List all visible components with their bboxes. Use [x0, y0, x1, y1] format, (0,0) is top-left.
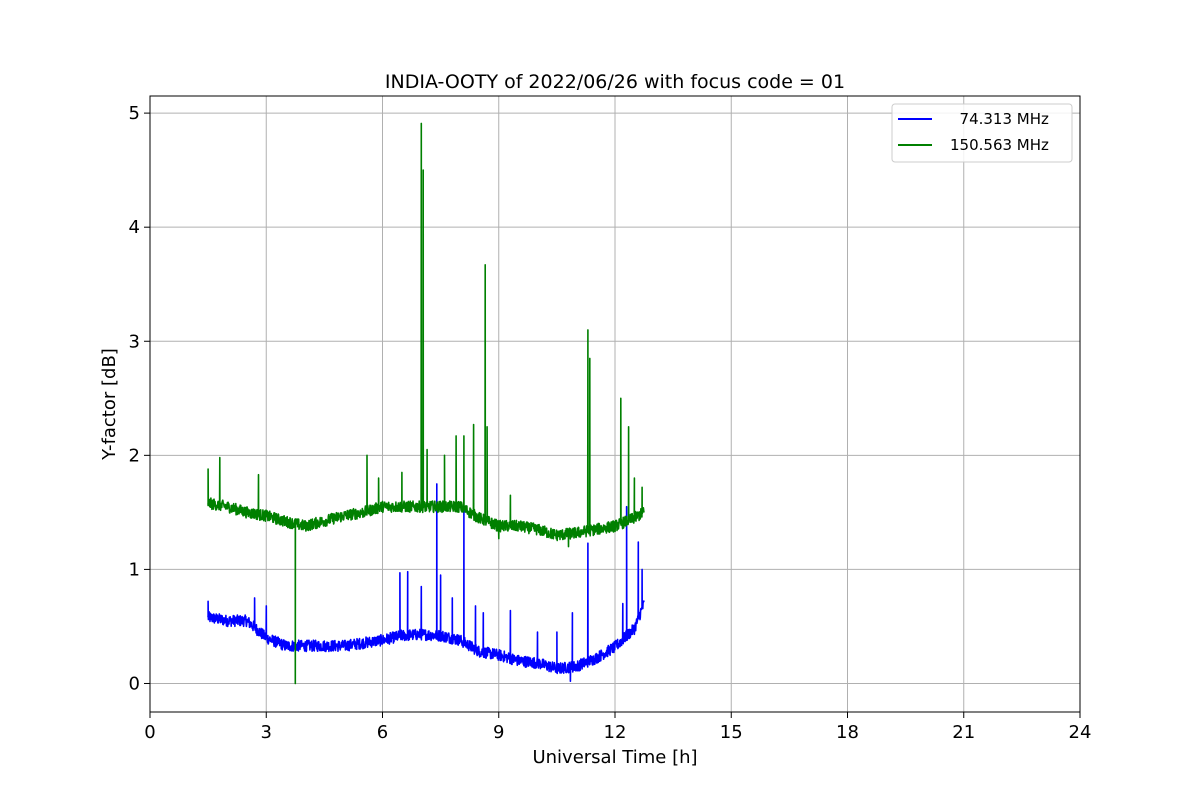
legend-label: 74.313 MHz [950, 110, 1049, 128]
x-axis-label: Universal Time [h] [532, 747, 697, 768]
x-tick-label: 6 [377, 722, 388, 743]
y-tick-label: 5 [129, 103, 140, 124]
y-tick-label: 2 [129, 445, 140, 466]
x-tick-label: 3 [261, 722, 272, 743]
x-tick-label: 21 [952, 722, 975, 743]
y-tick-label: 1 [129, 559, 140, 580]
y-tick-label: 4 [129, 217, 140, 238]
series-layer [207, 122, 645, 685]
legend: 74.313 MHz 150.563 MHz [891, 103, 1073, 163]
y-axis: 0 1 2 3 4 5 [129, 103, 150, 694]
x-tick-label: 15 [720, 722, 743, 743]
y-axis-label: Y-factor [dB] [99, 348, 120, 461]
series-line-1 [207, 483, 645, 682]
x-tick-label: 9 [493, 722, 504, 743]
x-tick-label: 18 [836, 722, 859, 743]
x-axis: 0 3 6 9 12 15 18 21 24 [144, 712, 1091, 743]
legend-box [891, 103, 1073, 163]
y-tick-label: 3 [129, 331, 140, 352]
legend-label: 150.563 MHz [950, 136, 1049, 154]
x-tick-label: 24 [1069, 722, 1092, 743]
y-tick-label: 0 [129, 673, 140, 694]
x-tick-label: 12 [604, 722, 627, 743]
chart-title: INDIA-OOTY of 2022/06/26 with focus code… [385, 71, 845, 93]
series-line-2 [207, 122, 645, 685]
x-tick-label: 0 [144, 722, 155, 743]
